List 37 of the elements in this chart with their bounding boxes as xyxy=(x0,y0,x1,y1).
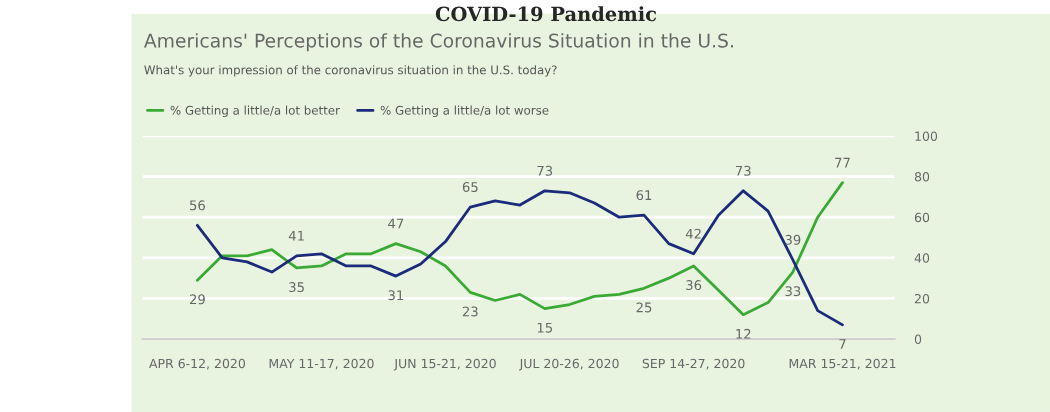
x-tick-label: MAY 11-17, 2020 xyxy=(269,358,374,370)
data-label: 47 xyxy=(388,218,404,229)
y-tick-label: 60 xyxy=(914,212,930,223)
data-label: 77 xyxy=(835,157,850,168)
y-tick-label: 0 xyxy=(914,334,922,344)
data-label: 61 xyxy=(636,190,652,201)
x-tick-label: MAR 15-21, 2021 xyxy=(789,358,896,370)
x-tick-label: SEP 14-27, 2020 xyxy=(642,358,745,370)
data-label: 31 xyxy=(388,290,404,301)
x-tick-label: JUN 15-21, 2020 xyxy=(393,358,496,371)
data-label: 36 xyxy=(686,280,702,291)
chart-title: Americans' Perceptions of the Coronavirus Situation in the U.S. xyxy=(144,33,733,52)
y-tick-label: 20 xyxy=(914,293,930,304)
data-label: 73 xyxy=(735,165,751,176)
data-label: 33 xyxy=(785,286,801,297)
data-label: 39 xyxy=(785,234,801,245)
text: COVID-19 Pandemic xyxy=(435,6,657,22)
data-label: 25 xyxy=(636,302,652,313)
data-label: 73 xyxy=(537,165,553,176)
y-tick-label: 80 xyxy=(914,172,930,182)
data-label: 23 xyxy=(462,306,478,317)
x-tick-label: JUL 20-26, 2020 xyxy=(518,358,619,371)
data-label: 35 xyxy=(289,282,304,293)
data-label: 12 xyxy=(736,328,751,339)
data-label: 15 xyxy=(537,322,552,333)
data-label: 42 xyxy=(685,228,701,239)
chart-subtitle: What's your impression of the coronavirus situation in the U.S. today? xyxy=(144,65,557,77)
data-label: 29 xyxy=(189,294,205,305)
data-label: 7 xyxy=(839,339,846,349)
data-label: 65 xyxy=(462,182,478,192)
y-tick-label: 40 xyxy=(914,253,930,263)
data-label: 56 xyxy=(190,200,205,211)
legend-label: % Getting a little/a lot better xyxy=(170,105,340,118)
y-tick-label: 100 xyxy=(915,131,938,141)
data-label: 41 xyxy=(288,230,304,241)
legend-label: % Getting a little/a lot worse xyxy=(380,105,549,118)
x-tick-label: APR 6-12, 2020 xyxy=(149,358,245,370)
